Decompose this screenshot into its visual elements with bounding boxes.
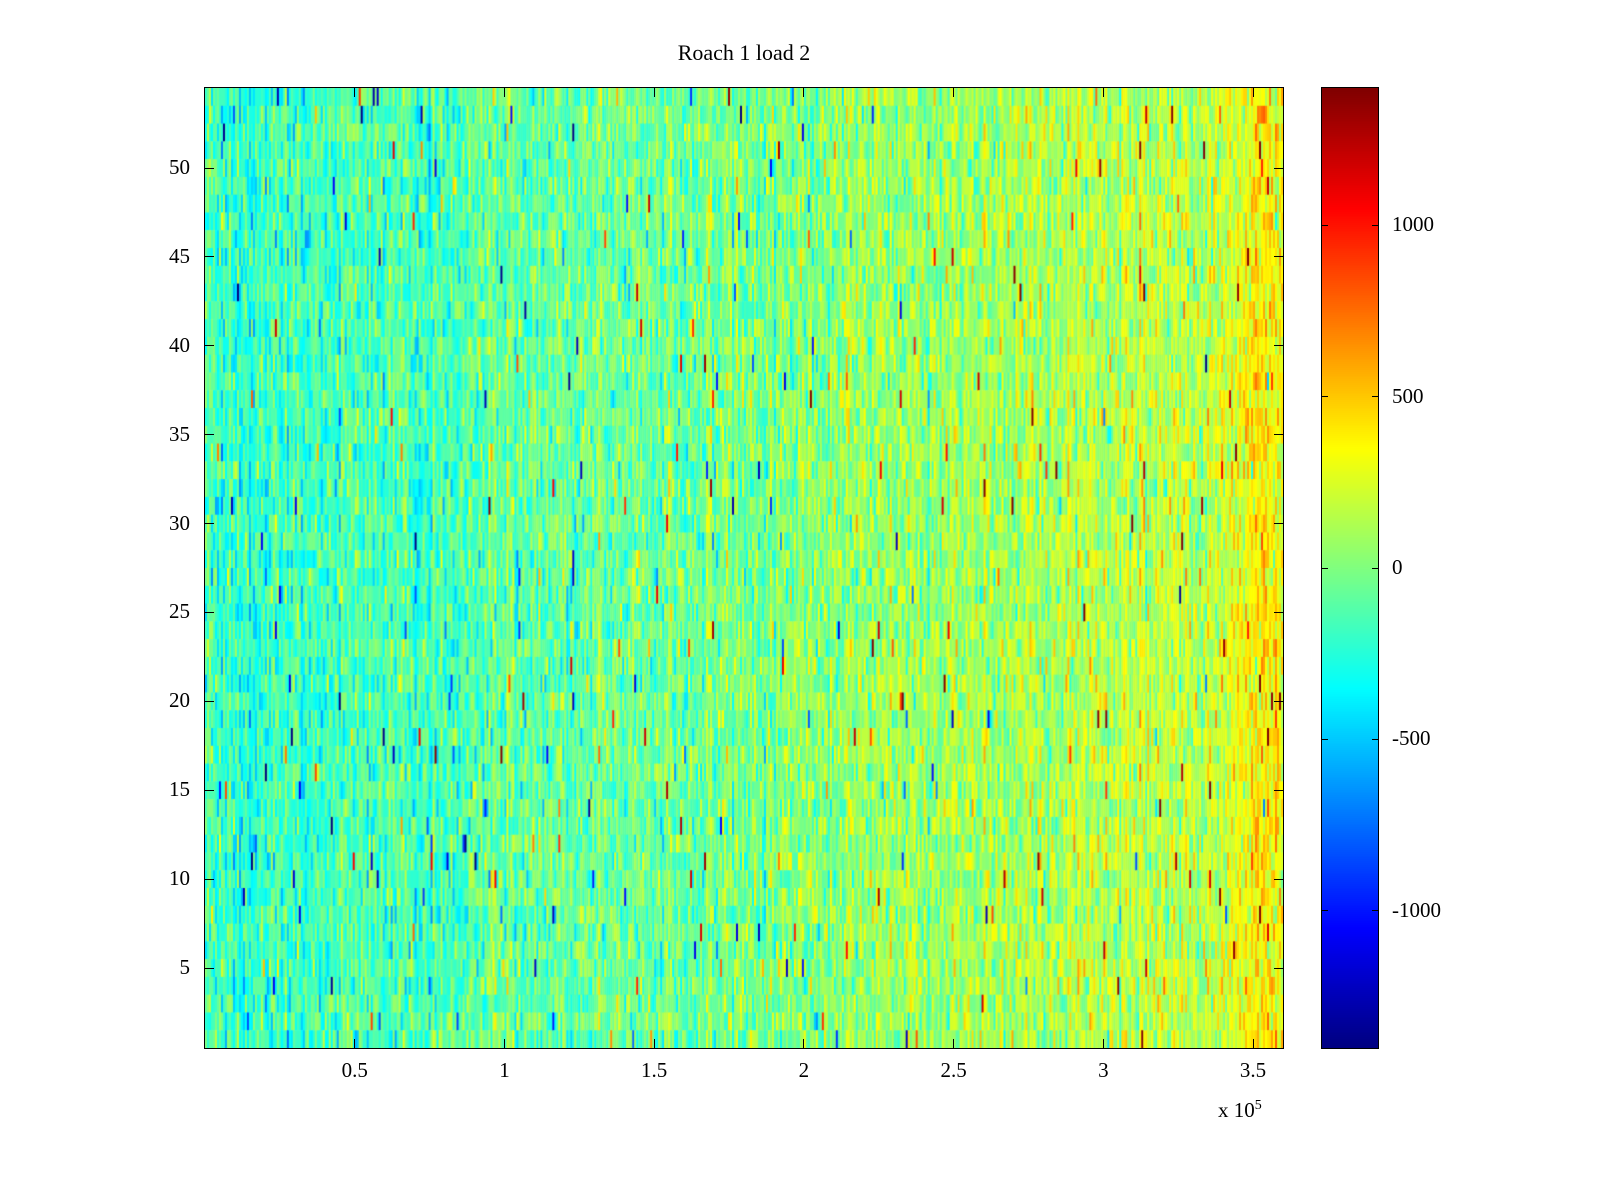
colorbar-tick-label: 1000 xyxy=(1392,212,1434,237)
y-tick-mark xyxy=(205,967,214,969)
colorbar-tick-mark xyxy=(1372,224,1378,226)
x-tick-mark-top xyxy=(354,88,356,97)
colorbar-tick-mark-left xyxy=(1322,910,1328,912)
y-tick-mark-right xyxy=(1274,789,1283,791)
x-tick-label: 0.5 xyxy=(341,1058,368,1082)
exponent-value: 5 xyxy=(1254,1098,1262,1113)
colorbar-tick-mark-left xyxy=(1322,224,1328,226)
x-tick-label: 1.5 xyxy=(641,1058,668,1082)
colorbar-frame xyxy=(1321,87,1379,1049)
y-tick-mark-right xyxy=(1274,167,1283,169)
x-tick-mark-top xyxy=(1252,88,1254,97)
colorbar-tick-label: -1000 xyxy=(1392,897,1441,922)
x-tick-mark xyxy=(503,1039,505,1048)
y-tick-mark xyxy=(205,167,214,169)
colorbar-tick-mark-left xyxy=(1322,567,1328,569)
colorbar-canvas xyxy=(1322,88,1378,1048)
y-tick-mark-right xyxy=(1274,256,1283,258)
colorbar-tick-mark-left xyxy=(1322,738,1328,740)
y-tick-label: 5 xyxy=(179,955,191,979)
x-tick-label: 3 xyxy=(1098,1058,1109,1082)
y-tick-mark xyxy=(205,878,214,880)
colorbar-tick-mark xyxy=(1372,567,1378,569)
y-tick-label: 25 xyxy=(169,599,190,624)
y-tick-mark xyxy=(205,789,214,791)
y-tick-mark-right xyxy=(1274,700,1283,702)
y-tick-label: 30 xyxy=(169,510,190,535)
x-tick-label: 2.5 xyxy=(940,1058,967,1082)
colorbar-tick-label: 0 xyxy=(1392,555,1403,579)
y-tick-mark xyxy=(205,434,214,436)
y-tick-label: 45 xyxy=(169,243,190,268)
x-tick-mark xyxy=(354,1039,356,1048)
x-tick-label: 3.5 xyxy=(1239,1058,1267,1082)
y-tick-mark-right xyxy=(1274,345,1283,347)
y-tick-label: 20 xyxy=(169,688,190,713)
y-tick-mark-right xyxy=(1274,434,1283,436)
y-tick-mark xyxy=(205,345,214,347)
y-tick-label: 50 xyxy=(169,155,190,179)
x-tick-mark-top xyxy=(1102,88,1104,97)
x-tick-mark xyxy=(1252,1039,1254,1048)
x-tick-mark xyxy=(653,1039,655,1048)
x-tick-mark-top xyxy=(953,88,955,97)
x-tick-mark xyxy=(1102,1039,1104,1048)
colorbar-tick-label: 500 xyxy=(1392,383,1424,408)
x-tick-mark-top xyxy=(653,88,655,97)
x-tick-mark xyxy=(803,1039,805,1048)
x-tick-mark xyxy=(953,1039,955,1048)
y-tick-mark-right xyxy=(1274,878,1283,880)
y-tick-mark-right xyxy=(1274,523,1283,525)
plot-area xyxy=(204,87,1284,1049)
x-tick-mark-top xyxy=(503,88,505,97)
x-axis-exponent-label: x 105 xyxy=(1218,1098,1262,1123)
y-tick-label: 35 xyxy=(169,421,190,446)
y-tick-mark xyxy=(205,700,214,702)
y-tick-mark-right xyxy=(1274,611,1283,613)
exponent-prefix: x 10 xyxy=(1218,1098,1255,1122)
y-tick-mark-right xyxy=(1274,967,1283,969)
x-tick-label: 2 xyxy=(798,1058,810,1082)
y-tick-mark xyxy=(205,523,214,525)
colorbar-tick-mark-left xyxy=(1322,396,1328,398)
chart-title: Roach 1 load 2 xyxy=(677,40,811,65)
colorbar-tick-mark xyxy=(1372,910,1378,912)
colorbar-tick-mark xyxy=(1372,738,1378,740)
y-tick-mark xyxy=(205,611,214,613)
heatmap-canvas xyxy=(205,88,1283,1048)
colorbar-tick-label: -500 xyxy=(1392,726,1431,751)
x-tick-label: 1 xyxy=(499,1058,510,1082)
x-tick-mark-top xyxy=(803,88,805,97)
y-tick-label: 40 xyxy=(169,332,190,357)
y-tick-mark xyxy=(205,256,214,258)
colorbar-tick-mark xyxy=(1372,396,1378,398)
y-tick-label: 10 xyxy=(169,866,190,891)
y-tick-label: 15 xyxy=(169,777,190,802)
